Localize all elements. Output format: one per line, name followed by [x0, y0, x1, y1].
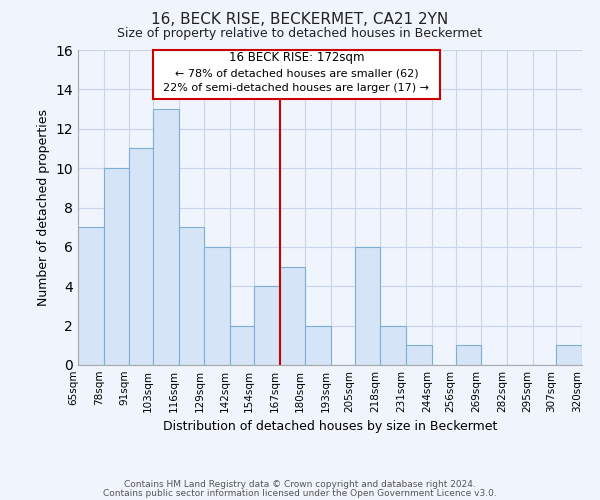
Bar: [153, 50, 440, 99]
Bar: [153, 109, 179, 365]
Bar: [78, 227, 104, 365]
X-axis label: Distribution of detached houses by size in Beckermet: Distribution of detached houses by size …: [163, 420, 497, 434]
Text: 16, BECK RISE, BECKERMET, CA21 2YN: 16, BECK RISE, BECKERMET, CA21 2YN: [151, 12, 449, 28]
Text: Contains HM Land Registry data © Crown copyright and database right 2024.: Contains HM Land Registry data © Crown c…: [124, 480, 476, 489]
Bar: [254, 286, 280, 365]
Bar: [582, 326, 600, 365]
Text: Contains public sector information licensed under the Open Government Licence v3: Contains public sector information licen…: [103, 490, 497, 498]
Text: ← 78% of detached houses are smaller (62): ← 78% of detached houses are smaller (62…: [175, 68, 418, 78]
Bar: [355, 247, 380, 365]
Bar: [104, 168, 130, 365]
Bar: [205, 247, 230, 365]
Bar: [380, 326, 406, 365]
Text: 16 BECK RISE: 172sqm: 16 BECK RISE: 172sqm: [229, 52, 364, 64]
Bar: [130, 148, 153, 365]
Bar: [230, 326, 254, 365]
Y-axis label: Number of detached properties: Number of detached properties: [37, 109, 50, 306]
Bar: [455, 346, 481, 365]
Bar: [305, 326, 331, 365]
Text: 22% of semi-detached houses are larger (17) →: 22% of semi-detached houses are larger (…: [163, 84, 430, 94]
Bar: [406, 346, 432, 365]
Bar: [179, 227, 205, 365]
Bar: [280, 266, 305, 365]
Bar: [556, 346, 582, 365]
Text: Size of property relative to detached houses in Beckermet: Size of property relative to detached ho…: [118, 28, 482, 40]
